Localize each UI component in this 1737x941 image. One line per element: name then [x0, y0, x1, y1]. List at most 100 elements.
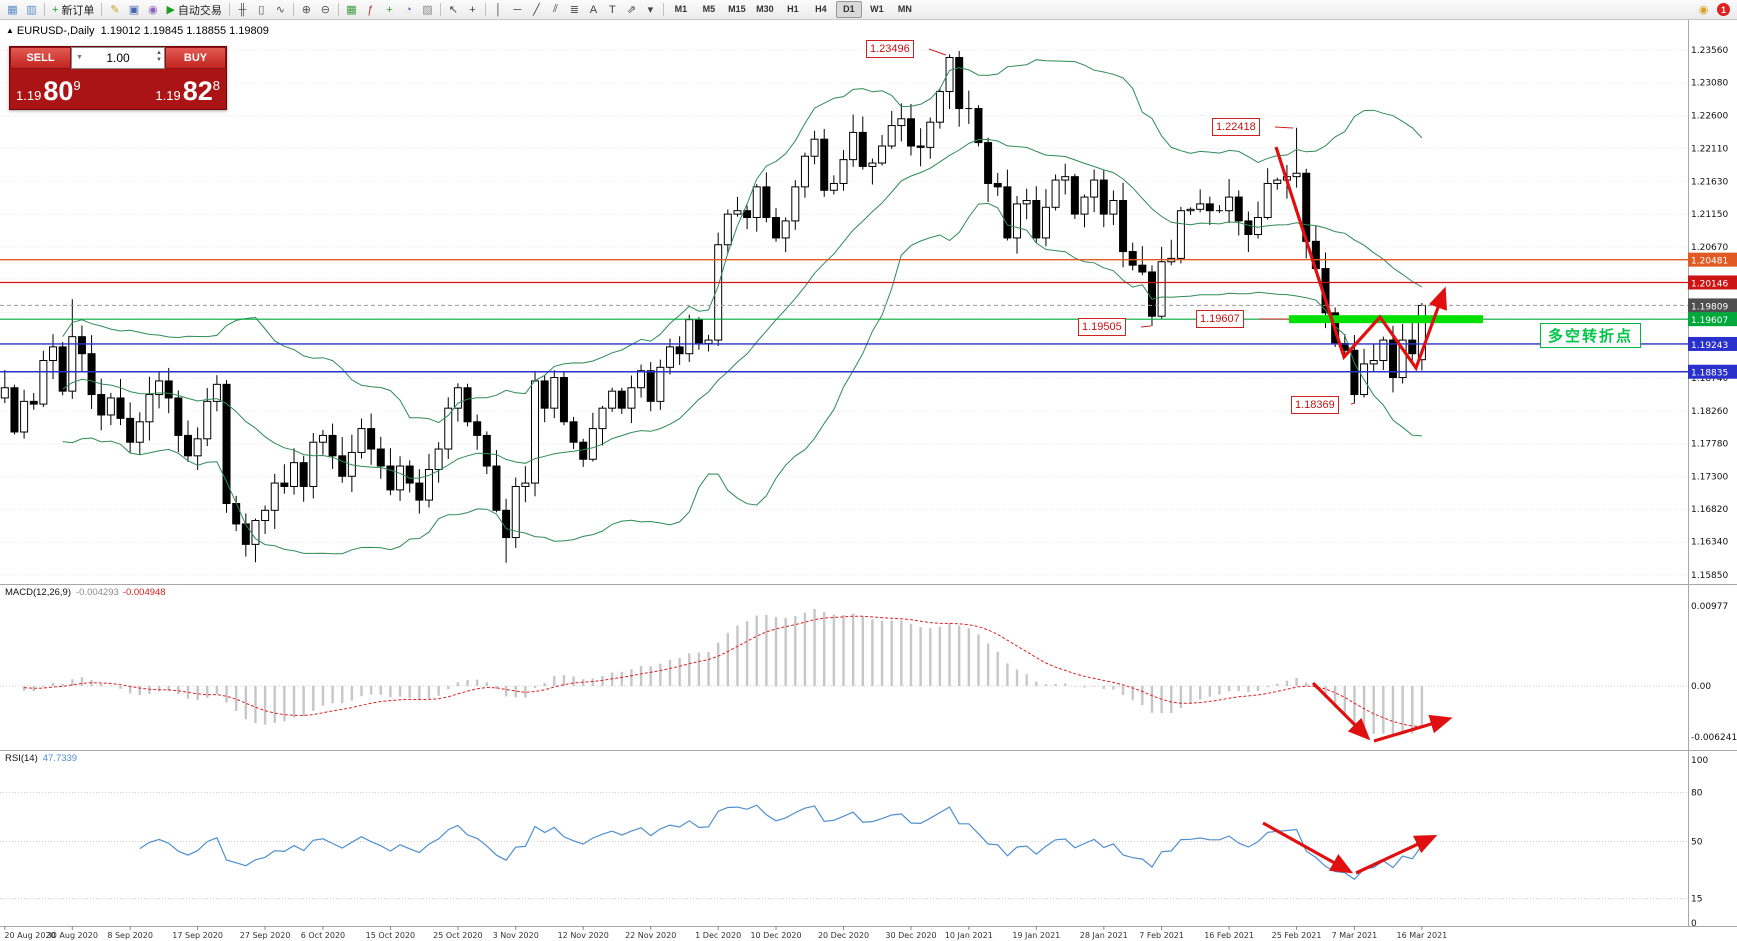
symbol-period-label: EURUSD-,Daily: [16, 25, 95, 37]
auto-trading-button[interactable]: ▶ 自动交易: [162, 2, 225, 18]
horizontal-line-icon: ─: [513, 3, 522, 16]
annotation-1-23496[interactable]: 1.23496: [866, 40, 914, 58]
svg-text:1.23560: 1.23560: [1691, 46, 1728, 56]
timeframe-h4[interactable]: H4: [815, 4, 827, 14]
volume-input[interactable]: ▼ 1.00 ▲ ▼: [71, 47, 165, 69]
channel-icon[interactable]: ⫽: [547, 2, 564, 18]
date-label: 28 Jan 2021: [1080, 931, 1128, 940]
buy-button[interactable]: BUY: [165, 47, 226, 69]
alerts-icon[interactable]: ◉: [1698, 4, 1709, 16]
strategy-tester-icon[interactable]: ◉: [144, 2, 161, 18]
annotation-1-18369[interactable]: 1.18369: [1291, 396, 1339, 414]
indicators-icon[interactable]: ƒ: [362, 2, 379, 18]
terminal-icon[interactable]: ▣: [125, 2, 142, 18]
period-clock-icon[interactable]: ◔: [400, 2, 417, 18]
buy-price-big: 82: [182, 76, 213, 107]
volume-spinner[interactable]: ▲ ▼: [156, 50, 162, 63]
new-order-button: +: [52, 3, 59, 16]
svg-text:-0.006241: -0.006241: [1691, 733, 1737, 743]
timeframe-d1[interactable]: D1: [835, 1, 862, 18]
cursor-icon[interactable]: ↖: [445, 2, 462, 18]
svg-text:1.15850: 1.15850: [1691, 571, 1728, 581]
buy-price-prefix: 1.19: [155, 88, 181, 103]
fibonacci-icon[interactable]: ≣: [566, 2, 583, 18]
strategy-tester-icon: ◉: [148, 4, 158, 16]
trendline-icon[interactable]: ╱: [528, 2, 545, 18]
toolbar-separator: [44, 3, 45, 16]
candlestick-series: [0, 50, 1426, 563]
sell-price-prefix: 1.19: [16, 88, 42, 103]
date-label: 10 Dec 2020: [750, 931, 801, 940]
date-label: 25 Feb 2021: [1272, 931, 1322, 940]
profiles-icon: ▥: [26, 4, 37, 16]
chart-marker-icon: ▲: [6, 26, 14, 35]
timeframe-buttons: M1 M5 M15 M30 H1 H4 D1 W1 MN: [667, 1, 919, 18]
svg-text:1.18740: 1.18740: [1691, 374, 1728, 384]
date-label: 27 Sep 2020: [240, 931, 291, 940]
notification-badge[interactable]: 1: [1717, 3, 1730, 16]
timeframe-w1[interactable]: W1: [870, 4, 884, 14]
timeframe-mn[interactable]: MN: [897, 4, 912, 14]
templates-icon[interactable]: ▨: [419, 2, 436, 18]
period-clock-icon: ◔: [405, 3, 412, 16]
label-icon: T: [609, 3, 616, 16]
date-label: 30 Dec 2020: [885, 931, 936, 940]
crosshair-icon[interactable]: +: [464, 2, 481, 18]
svg-text:1.16820: 1.16820: [1691, 505, 1728, 515]
text-icon: A: [589, 3, 598, 16]
zoom-out-icon[interactable]: ⊖: [317, 2, 334, 18]
horizontal-lines: [0, 258, 1688, 373]
one-click-trading-panel: SELL ▼ 1.00 ▲ ▼ BUY 1.19 80 9 1.19 82 8: [9, 46, 227, 110]
panel-separators: [0, 20, 1737, 927]
timeframe-m5[interactable]: M5: [702, 4, 716, 14]
zoom-in-icon[interactable]: ⊕: [298, 2, 315, 18]
profiles-icon[interactable]: ▥: [23, 2, 40, 18]
macd-plot: [22, 609, 1424, 737]
line-chart-type-icon[interactable]: ∿: [272, 2, 289, 18]
candlestick-type-icon[interactable]: ▯: [253, 2, 270, 18]
new-order-button[interactable]: + 新订单: [48, 2, 98, 18]
axis-labels: 1.23560 1.23080 1.22600 1.22110 1.21630 1.211…: [1691, 46, 1737, 929]
date-label: 12 Nov 2020: [558, 931, 609, 940]
buy-price[interactable]: 1.19 82 8: [118, 69, 226, 109]
price-badge: [1688, 336, 1737, 351]
timeframe-m1[interactable]: M1: [674, 4, 688, 14]
date-label: 3 Nov 2020: [493, 931, 539, 940]
annotation-1-19607[interactable]: 1.19607: [1196, 310, 1244, 328]
tile-windows-icon[interactable]: ▦: [343, 2, 360, 18]
annotation-1-19505[interactable]: 1.19505: [1078, 318, 1126, 336]
volume-dropdown-icon[interactable]: ▼: [76, 54, 83, 61]
rsi-value: 47.7339: [42, 753, 78, 764]
arrows-icon[interactable]: ⇗: [623, 2, 640, 18]
date-label: 7 Mar 2021: [1332, 931, 1378, 940]
new-chart-window-icon[interactable]: ▦: [4, 2, 21, 18]
metaeditor-icon[interactable]: ✎: [106, 2, 123, 18]
timeframe-h1[interactable]: H1: [787, 4, 799, 14]
timeframe-m15[interactable]: M15: [728, 4, 746, 14]
crosshair-icon: +: [469, 3, 476, 16]
svg-text:1.18260: 1.18260: [1691, 407, 1728, 417]
sell-button[interactable]: SELL: [10, 47, 71, 69]
label-icon[interactable]: T: [604, 2, 621, 18]
vertical-line-icon[interactable]: │: [490, 2, 507, 18]
svg-text:1.22600: 1.22600: [1691, 111, 1728, 121]
annotation-1-22418[interactable]: 1.22418: [1212, 118, 1260, 136]
line-chart-type-icon: ∿: [275, 4, 286, 16]
timeframe-m30[interactable]: M30: [756, 4, 774, 14]
bar-chart-type-icon[interactable]: ╫: [234, 2, 251, 18]
add-indicator-icon[interactable]: +: [381, 2, 398, 18]
svg-text:50: 50: [1691, 838, 1703, 848]
text-icon[interactable]: A: [585, 2, 602, 18]
channel-icon: ⫽: [552, 3, 558, 15]
date-label: 1 Dec 2020: [695, 931, 741, 940]
sell-price[interactable]: 1.19 80 9: [10, 69, 118, 109]
tile-windows-icon: ▦: [346, 4, 357, 16]
note-box[interactable]: 多空转折点: [1540, 323, 1642, 348]
shapes-dropdown-icon: ▾: [647, 4, 654, 16]
price-badge: [1688, 275, 1737, 290]
shapes-dropdown-icon[interactable]: ▾: [642, 2, 659, 18]
svg-text:1.16340: 1.16340: [1691, 538, 1728, 548]
horizontal-line-icon[interactable]: ─: [509, 2, 526, 18]
